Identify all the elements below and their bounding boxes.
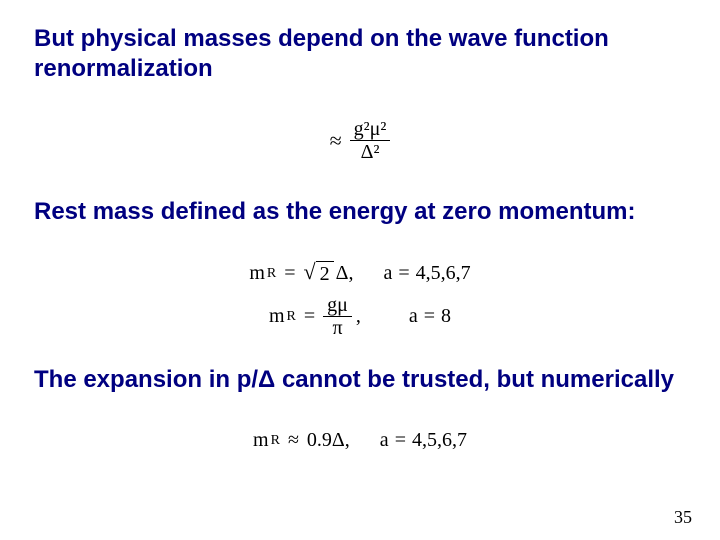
page-number: 35 bbox=[674, 507, 692, 528]
formula-3: mR = gμ π , a = 8 bbox=[34, 294, 686, 339]
f3-cond-vals: 8 bbox=[441, 305, 451, 328]
f2-cond-vals: 4,5,6,7 bbox=[416, 262, 471, 285]
heading-3: The expansion in p/Δ cannot be trusted, … bbox=[34, 365, 686, 395]
f2-cond-eq: = bbox=[398, 262, 409, 285]
fraction-3: gμ π bbox=[323, 294, 352, 339]
approx-symbol: ≈ bbox=[330, 128, 342, 154]
heading-2: Rest mass defined as the energy at zero … bbox=[34, 197, 686, 227]
fraction-3-den: π bbox=[323, 317, 352, 339]
f4-cond-eq: = bbox=[395, 429, 406, 452]
f2-lhs-base: m bbox=[249, 262, 265, 285]
f4-rel: ≈ bbox=[288, 429, 299, 452]
f4-cond-vals: 4,5,6,7 bbox=[412, 429, 467, 452]
formula-4: mR ≈ 0.9Δ, a = 4,5,6,7 bbox=[34, 429, 686, 452]
formula-1: ≈ g²μ² Δ² bbox=[34, 118, 686, 163]
f4-cond-label: a bbox=[380, 429, 389, 452]
f4-lhs-base: m bbox=[253, 429, 269, 452]
f4-lhs-sub: R bbox=[271, 433, 280, 449]
fraction-1-num: g²μ² bbox=[350, 118, 391, 141]
f2-lhs-sub: R bbox=[267, 266, 276, 282]
f3-comma: , bbox=[356, 305, 361, 328]
slide-content: But physical masses depend on the wave f… bbox=[0, 0, 720, 540]
fraction-1-den: Δ² bbox=[350, 141, 391, 163]
f2-radicand: 2 bbox=[316, 261, 334, 286]
radical-symbol: √ bbox=[304, 261, 316, 283]
fraction-3-num: gμ bbox=[323, 294, 352, 317]
heading-1: But physical masses depend on the wave f… bbox=[34, 24, 686, 84]
f2-eq: = bbox=[284, 262, 295, 285]
f3-lhs-sub: R bbox=[287, 309, 296, 325]
f2-sqrt: √ 2 bbox=[304, 261, 334, 286]
formula-2: mR = √ 2 Δ, a = 4,5,6,7 bbox=[34, 261, 686, 286]
fraction-1: g²μ² Δ² bbox=[350, 118, 391, 163]
f2-cond-label: a bbox=[383, 262, 392, 285]
f3-cond-label: a bbox=[409, 305, 418, 328]
f3-lhs-base: m bbox=[269, 305, 285, 328]
f2-after-sqrt: Δ, bbox=[336, 262, 354, 285]
f3-eq: = bbox=[304, 305, 315, 328]
f3-cond-eq: = bbox=[424, 305, 435, 328]
f4-val: 0.9Δ, bbox=[307, 429, 350, 452]
